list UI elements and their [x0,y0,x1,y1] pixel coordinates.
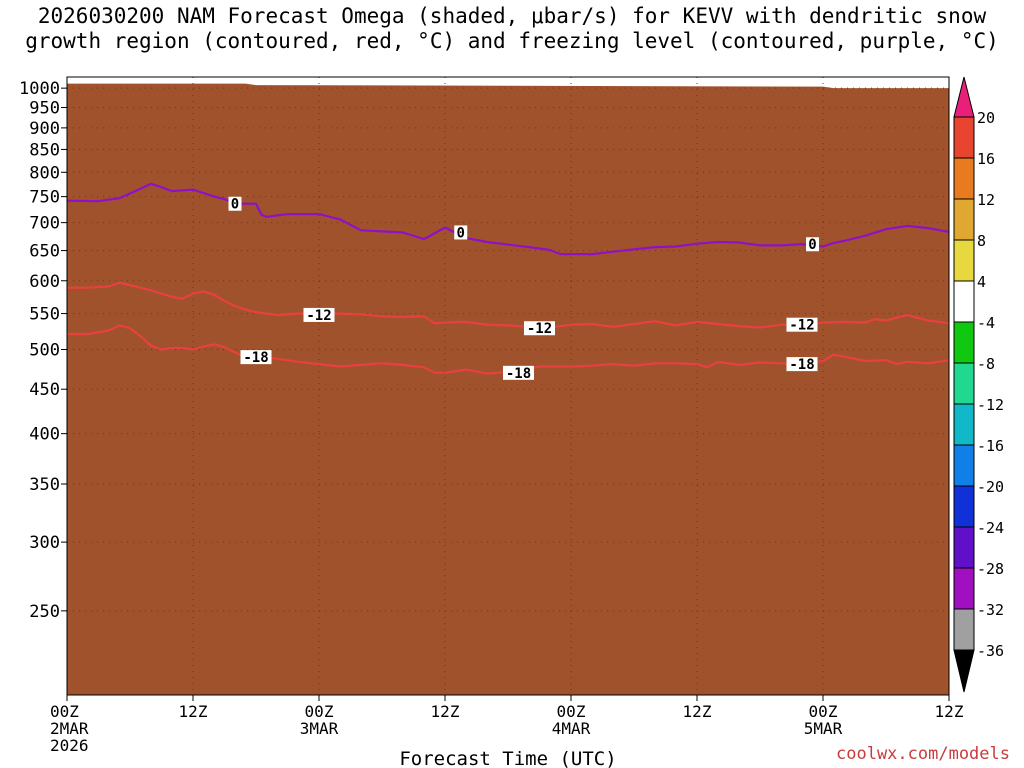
colorbar-segment [953,608,975,651]
colorbar-label: -32 [977,601,1004,619]
contour-label-bg [228,196,242,211]
y-tick-label: 400 [29,425,60,445]
y-tick-label: 800 [29,163,60,183]
colorbar-segment [953,567,975,610]
colorbar-segment [953,485,975,528]
terrain-fill [67,83,949,695]
y-tick-label: 900 [29,119,60,139]
footer-credit: coolwx.com/models [836,744,1010,764]
x-tick-label: 00Z [305,702,334,721]
contour-line--18 [67,324,949,375]
colorbar-label: 4 [977,273,986,291]
colorbar-label: -36 [977,642,1004,660]
y-tick-label: 950 [29,98,60,118]
contour-label-bg [240,350,272,365]
y-tick-label: 300 [29,533,60,553]
y-tick-label: 850 [29,140,60,160]
colorbar-bottom-arrow [953,649,975,693]
colorbar-segment [953,198,975,241]
y-axis: 2503003504004505005506006507007508008509… [19,79,67,622]
colorbar-segment [953,157,975,200]
y-tick-label: 450 [29,380,60,400]
colorbar-segment [953,526,975,569]
x-tick-label: 12Z [683,702,712,721]
colorbar-segment [953,239,975,282]
terrain-layer [67,83,949,695]
colorbar-segment [953,403,975,446]
x-tick-label: 00Z [809,702,838,721]
x-tick-label: 4MAR [552,719,591,738]
contour-label--18: -18 [243,350,268,366]
colorbar-label: -20 [977,478,1004,496]
y-tick-label: 500 [29,341,60,361]
x-tick-label: 2MAR [50,719,89,738]
contour-label--12: -12 [306,308,331,324]
y-tick-label: 700 [29,214,60,234]
x-tick-label: 00Z [557,702,586,721]
contour-label-bg [454,225,468,240]
plot-frame [66,76,950,696]
x-tick-label: 3MAR [300,719,339,738]
contour-label--18: -18 [506,366,531,382]
contour-label-bg [524,321,555,336]
x-tick-label: 00Z [50,702,79,721]
colorbar-segment [953,444,975,487]
colorbar-top-arrow [953,76,975,118]
x-tick-label: 12Z [431,702,460,721]
colorbar-label: 16 [977,150,995,168]
contour-label-0: 0 [808,237,816,253]
contour-label-0: 0 [457,225,465,241]
x-tick-label: 2026 [50,736,89,755]
colorbar-label: -12 [977,396,1004,414]
contour-label--12: -12 [789,318,814,334]
x-tick-label: 5MAR [804,719,843,738]
chart-title-line-2: growth region (contoured, red, °C) and f… [25,29,999,53]
colorbar-segment [953,116,975,159]
y-tick-label: 650 [29,242,60,262]
y-tick-label: 550 [29,305,60,325]
x-axis-label: Forecast Time (UTC) [399,748,616,768]
contour-label-0: 0 [231,197,239,213]
contour-label-bg [503,365,534,380]
contour-label-bg [806,237,819,252]
colorbar-label: 12 [977,191,995,209]
colorbar-label: -16 [977,437,1004,455]
x-tick-label: 12Z [935,702,964,721]
colorbar-label: 20 [977,109,995,127]
grid-lines [67,77,949,695]
chart-title: 2026030200 NAM Forecast Omega (shaded, μ… [0,4,1024,54]
colorbar-label: -8 [977,355,995,373]
y-tick-label: 250 [29,602,60,622]
chart-title-line-1: 2026030200 NAM Forecast Omega (shaded, μ… [37,4,987,28]
y-tick-label: 600 [29,272,60,292]
colorbar-segment [953,321,975,364]
colorbar-segment [953,362,975,405]
y-tick-label: 1000 [19,79,60,99]
x-tick-label: 12Z [179,702,208,721]
colorbar-label: -4 [977,314,995,332]
y-tick-label: 750 [29,188,60,208]
contour-label--18: -18 [789,357,814,373]
colorbar-segment [953,280,975,323]
colorbar-label: -24 [977,519,1004,537]
contour-label-bg [786,357,818,372]
contour-label-bg [786,317,818,332]
colorbar-label: -28 [977,560,1004,578]
contour-lines: -18 -18 -18 -12 -12 -12 0 0 0 [67,182,949,382]
colorbar-label: 8 [977,232,986,250]
y-tick-label: 350 [29,475,60,495]
contour-label--12: -12 [527,321,552,337]
colorbar: 20 16 12 8 4 -4 -8 -12 -16 -20 -24 -28 -32 -36 [953,76,1004,693]
contour-label-bg [303,307,335,322]
